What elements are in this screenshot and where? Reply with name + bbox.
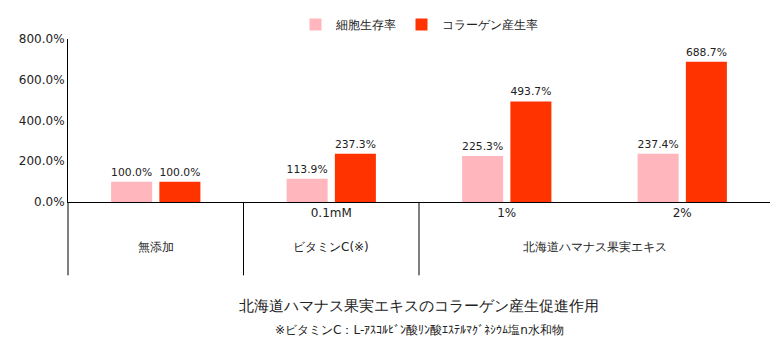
svg-text:688.7%: 688.7% — [686, 46, 727, 59]
svg-text:400.0%: 400.0% — [19, 114, 65, 128]
svg-text:※ビタミンC：L-ｱｽｺﾙﾋﾞﾝ酸ﾘﾝ酸ｴｽﾃﾙﾏｸﾞﾈｼｳ: ※ビタミンC：L-ｱｽｺﾙﾋﾞﾝ酸ﾘﾝ酸ｴｽﾃﾙﾏｸﾞﾈｼｳﾑ塩n水和物 — [275, 323, 564, 337]
svg-text:北海道ハマナス果実エキス: 北海道ハマナス果実エキス — [523, 240, 667, 254]
svg-text:600.0%: 600.0% — [19, 73, 65, 87]
svg-text:1%: 1% — [497, 206, 516, 220]
svg-text:ビタミンC(※): ビタミンC(※) — [293, 240, 369, 254]
svg-text:100.0%: 100.0% — [111, 166, 152, 179]
svg-text:0.0%: 0.0% — [34, 195, 65, 209]
svg-text:237.3%: 237.3% — [335, 138, 376, 151]
svg-text:200.0%: 200.0% — [19, 154, 65, 168]
svg-text:800.0%: 800.0% — [19, 32, 65, 46]
svg-text:493.7%: 493.7% — [510, 85, 551, 98]
svg-text:無添加: 無添加 — [138, 240, 174, 254]
svg-text:2%: 2% — [673, 206, 692, 220]
svg-text:113.9%: 113.9% — [287, 163, 328, 176]
svg-text:100.0%: 100.0% — [159, 166, 200, 179]
svg-text:コラーゲン産生率: コラーゲン産生率 — [442, 18, 538, 32]
svg-text:0.1mM: 0.1mM — [311, 206, 352, 220]
svg-text:北海道ハマナス果実エキスのコラーゲン産生促進作用: 北海道ハマナス果実エキスのコラーゲン産生促進作用 — [239, 297, 599, 315]
svg-text:225.3%: 225.3% — [462, 140, 503, 153]
svg-text:細胞生存率: 細胞生存率 — [335, 18, 396, 32]
svg-text:237.4%: 237.4% — [638, 138, 679, 151]
